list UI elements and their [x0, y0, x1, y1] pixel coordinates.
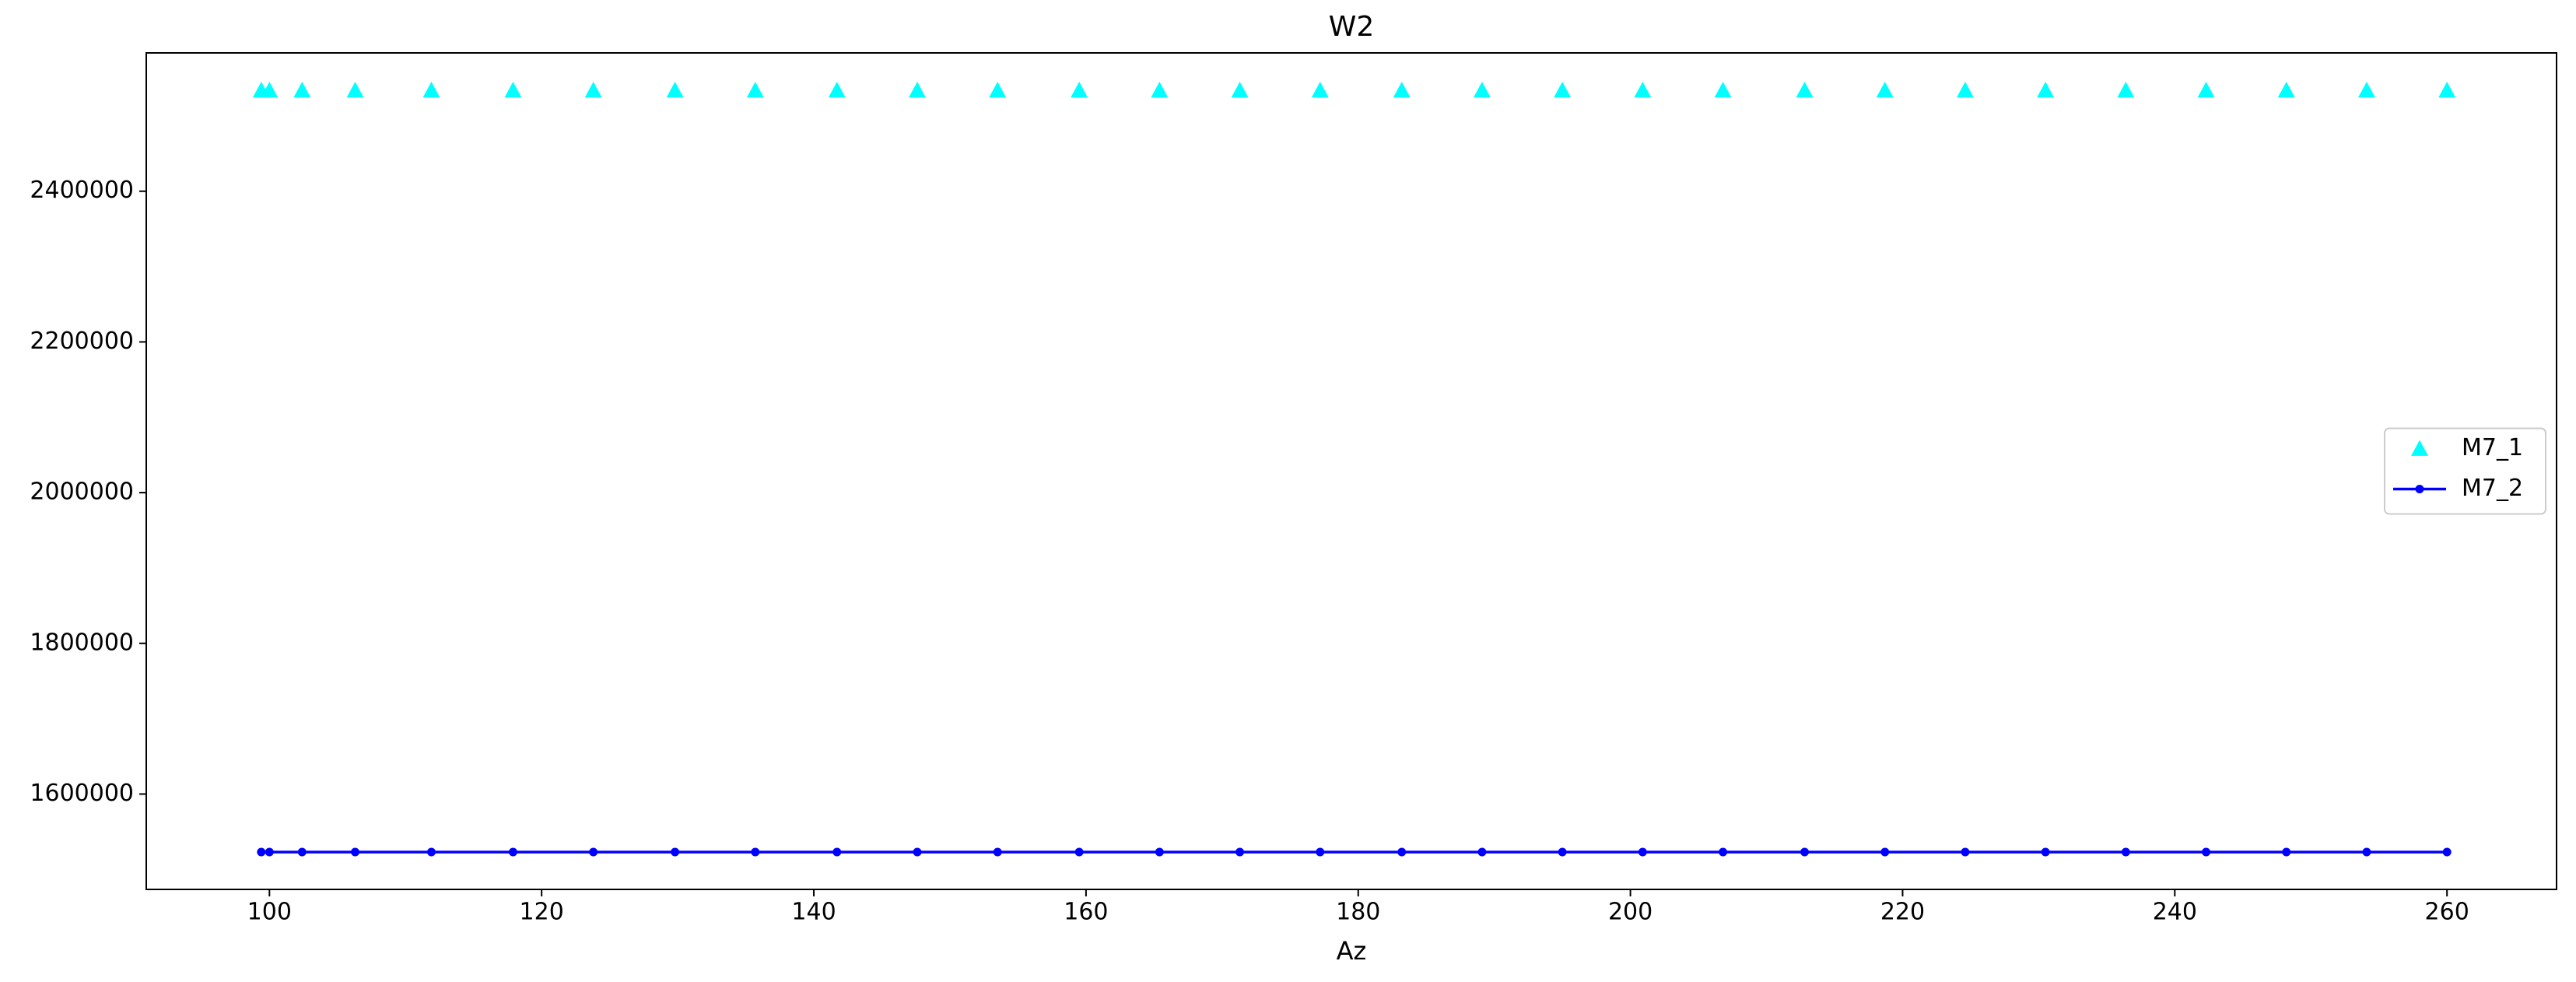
x-tick-label: 100 [247, 899, 292, 926]
point [504, 81, 522, 98]
point [1876, 81, 1894, 98]
point [1714, 81, 1732, 98]
point [1634, 81, 1652, 98]
point [1151, 81, 1169, 98]
point [2438, 81, 2456, 98]
point [508, 847, 517, 857]
point [1558, 847, 1567, 857]
point [671, 847, 680, 857]
point [832, 847, 842, 857]
point [2202, 847, 2211, 857]
legend-label: M7_1 [2462, 434, 2523, 461]
legend-marker [2411, 440, 2428, 456]
x-axis-label: Az [1337, 936, 1367, 966]
point [589, 847, 598, 857]
point [666, 81, 684, 98]
point [2121, 847, 2130, 857]
point [2282, 847, 2291, 857]
point [1311, 81, 1329, 98]
point [584, 81, 602, 98]
point [257, 847, 266, 857]
point [993, 847, 1002, 857]
point [989, 81, 1007, 98]
point [1719, 847, 1728, 857]
plot-frame [145, 52, 2557, 890]
x-tick-label: 220 [1880, 899, 1925, 926]
y-tick-label: 1600000 [30, 780, 134, 807]
point [1316, 847, 1325, 857]
point [1956, 81, 1974, 98]
point [1071, 81, 1088, 98]
point [1235, 847, 1245, 857]
point [2277, 81, 2295, 98]
x-tick-label: 140 [791, 899, 836, 926]
point [1231, 81, 1249, 98]
point [1880, 847, 1890, 857]
point [1961, 847, 1970, 857]
y-tick-label: 2200000 [30, 328, 134, 355]
x-tick-label: 260 [2425, 899, 2469, 926]
point [2197, 81, 2215, 98]
point [1477, 847, 1487, 857]
point [908, 81, 926, 98]
point [751, 847, 760, 857]
point [351, 847, 360, 857]
point [265, 847, 274, 857]
chart-title: W2 [1329, 11, 1375, 43]
y-tick-label: 1800000 [30, 629, 134, 656]
point [1074, 847, 1084, 857]
x-tick-label: 160 [1064, 899, 1108, 926]
point [2357, 81, 2375, 98]
point [2037, 81, 2055, 98]
point [426, 847, 436, 857]
point [1393, 81, 1411, 98]
x-tick-label: 180 [1336, 899, 1380, 926]
point [828, 81, 846, 98]
point [1796, 81, 1814, 98]
point [346, 81, 364, 98]
legend: M7_1 M7_2 [2384, 427, 2546, 515]
x-tick-label: 240 [2153, 899, 2197, 926]
point [2442, 847, 2452, 857]
point [913, 847, 922, 857]
y-tick-label: 2400000 [30, 177, 134, 204]
y-tick-label: 2000000 [30, 479, 134, 506]
legend-marker [2415, 485, 2424, 493]
point [2362, 847, 2371, 857]
point [1155, 847, 1164, 857]
point [1554, 81, 1572, 98]
point [422, 81, 440, 98]
point [1473, 81, 1491, 98]
point [261, 81, 279, 98]
point [1397, 847, 1407, 857]
point [2117, 81, 2135, 98]
point [746, 81, 764, 98]
point [1800, 847, 1810, 857]
point [297, 847, 307, 857]
x-tick-label: 120 [520, 899, 564, 926]
legend-label: M7_2 [2462, 475, 2523, 502]
point [293, 81, 311, 98]
x-tick-label: 200 [1608, 899, 1652, 926]
point [1638, 847, 1647, 857]
point [2041, 847, 2050, 857]
